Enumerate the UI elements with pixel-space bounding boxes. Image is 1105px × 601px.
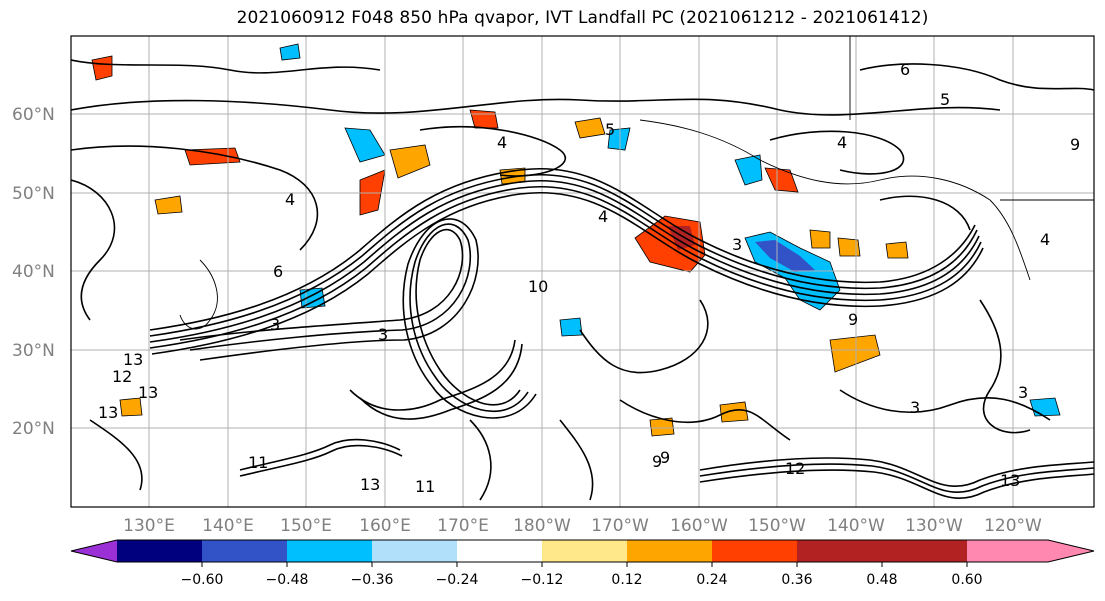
colorbar-tick-label: 0.36 <box>781 572 812 588</box>
colorbar-tick-label: −0.36 <box>351 572 394 588</box>
shade-patch <box>719 401 749 423</box>
contour-label: 10 <box>528 277 548 296</box>
lon-label: 130°W <box>905 516 963 536</box>
colorbar-tick-label: −0.60 <box>181 572 224 588</box>
shade-patch <box>755 240 815 272</box>
lon-label: 180°W <box>513 516 571 536</box>
contour-label: 3 <box>732 235 742 254</box>
contour-label: 13 <box>98 403 118 422</box>
colorbar-segment <box>542 540 627 562</box>
shade-patch <box>607 127 631 151</box>
contour-label: 12 <box>785 459 805 478</box>
contour-label: 5 <box>940 90 950 109</box>
colorbar-outline <box>70 539 1095 563</box>
lat-label: 40°N <box>12 262 55 282</box>
lon-label: 150°W <box>748 516 806 536</box>
contour-label: 13 <box>360 475 380 494</box>
contour-label: 4 <box>837 133 847 152</box>
lat-label: 20°N <box>12 419 55 439</box>
lon-label: 120°W <box>984 516 1042 536</box>
lon-label: 150°E <box>280 516 332 536</box>
shade-patch <box>559 317 583 337</box>
colorbar-tick-label: −0.24 <box>436 572 479 588</box>
contour-lines <box>71 59 1094 501</box>
colorbar-tick-label: 0.24 <box>696 572 727 588</box>
shade-patch <box>574 117 606 139</box>
shade-patch <box>829 334 881 373</box>
colorbar-extend-max <box>967 540 1094 562</box>
shade-patch <box>734 154 763 186</box>
contour-label: 13 <box>138 383 158 402</box>
lon-label: 170°E <box>437 516 489 536</box>
contour-label: 13 <box>123 350 143 369</box>
lat-label: 50°N <box>12 184 55 204</box>
shade-patch <box>279 43 301 61</box>
colorbar-segment <box>202 540 287 562</box>
contour-label: 9 <box>1070 135 1080 154</box>
longitude-labels: 130°E 140°E 150°E 160°E 170°E 180°W 170°… <box>123 516 1042 536</box>
lon-label: 130°E <box>123 516 175 536</box>
contour-label: 4 <box>285 190 295 209</box>
shade-patch <box>389 144 431 179</box>
map-title: 2021060912 F048 850 hPa qvapor, IVT Land… <box>236 8 929 28</box>
contour-label: 3 <box>910 398 920 417</box>
map-frame <box>70 35 1095 508</box>
shade-patch <box>837 237 861 257</box>
lon-label: 170°W <box>591 516 649 536</box>
colorbar-tick-label: 0.60 <box>951 572 982 588</box>
contour-label: 6 <box>273 262 283 281</box>
lon-label: 140°W <box>827 516 885 536</box>
colorbar-ticks <box>201 562 968 567</box>
contour-label: 9 <box>652 452 662 471</box>
shade-patch <box>184 147 241 166</box>
contour-label: 9 <box>660 448 670 467</box>
colorbar-extend-min <box>71 540 117 562</box>
shade-patch <box>809 229 831 249</box>
shade-patch <box>154 195 183 215</box>
contour-label: 6 <box>900 60 910 79</box>
shade-patch <box>469 109 499 129</box>
contour-label: 11 <box>248 453 268 472</box>
colorbar-segment <box>457 540 542 562</box>
coastlines <box>179 36 1094 330</box>
contour-label: 3 <box>378 325 388 344</box>
colorbar-tick-label: −0.12 <box>521 572 564 588</box>
map-panel: 4 4 4 3 5 6 3 3 10 13 13 9 9 12 13 11 13… <box>70 35 1095 508</box>
colorbar-segment <box>372 540 457 562</box>
contour-label: 3 <box>270 315 280 334</box>
contour-label: 9 <box>848 310 858 329</box>
colorbar-tick-label: 0.12 <box>611 572 642 588</box>
contour-label: 3 <box>1018 383 1028 402</box>
contour-label: 4 <box>497 133 507 152</box>
colorbar-tick-label: 0.48 <box>866 572 897 588</box>
lon-label: 160°E <box>359 516 411 536</box>
contour-label: 13 <box>1000 471 1020 490</box>
colorbar-segment <box>882 540 967 562</box>
colorbar-segment <box>797 540 882 562</box>
contour-label: 4 <box>1040 230 1050 249</box>
latitude-labels: 60°N 50°N 40°N 30°N 20°N <box>12 105 55 439</box>
contour-label: 5 <box>605 120 615 139</box>
shade-patch <box>119 397 143 417</box>
lat-label: 60°N <box>12 105 55 125</box>
colorbar-tick-label: −0.48 <box>266 572 309 588</box>
colorbar-segment <box>287 540 372 562</box>
contour-label-group: 4 4 4 3 5 6 3 3 10 13 13 9 9 12 13 11 13… <box>98 60 1080 496</box>
colorbar-segment <box>117 540 202 562</box>
lat-label: 30°N <box>12 341 55 361</box>
contour-label: 11 <box>415 477 435 496</box>
shade-patch <box>91 55 113 81</box>
lon-label: 140°E <box>202 516 254 536</box>
contour-label: 12 <box>112 367 132 386</box>
shade-patch <box>1029 397 1061 417</box>
shade-patch <box>649 417 675 437</box>
colorbar-segment <box>627 540 712 562</box>
gridlines <box>71 36 1094 507</box>
colorbar: −0.60 −0.48 −0.36 −0.24 −0.12 0.12 0.24 … <box>70 539 1095 588</box>
colorbar-segment <box>712 540 797 562</box>
contour-label: 4 <box>598 207 608 226</box>
shade-patch <box>885 241 909 259</box>
lon-label: 160°W <box>670 516 728 536</box>
